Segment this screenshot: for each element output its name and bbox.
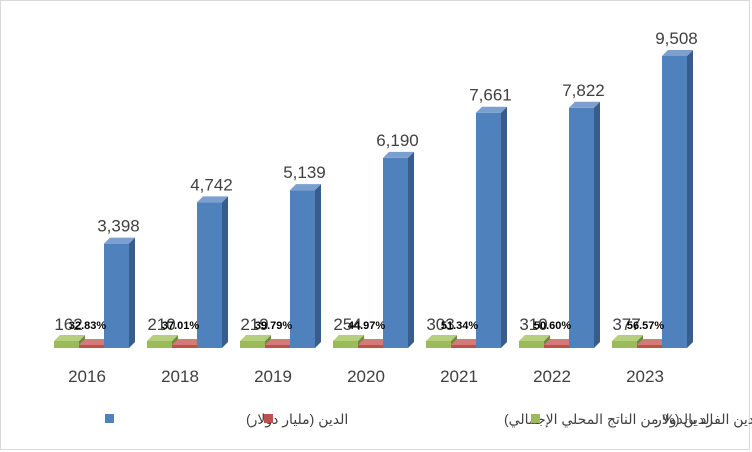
bar-debt-billion-2016	[104, 237, 135, 348]
legend-item-debt-billion: الدين (مليار دولار)	[105, 411, 348, 428]
category-label: 2019	[254, 367, 292, 386]
data-label-debt-gdp-pct: 44.97%	[348, 320, 386, 332]
legend-label: الدين (% من الناتج المحلي الإجمالي)	[504, 411, 713, 428]
category-label: 2022	[533, 367, 571, 386]
data-label-debt-gdp-pct: 32.83%	[69, 320, 107, 332]
data-label-per-capita: 377	[612, 315, 640, 334]
legend: الدين (مليار دولار) الدين (% من الناتج ال…	[105, 411, 752, 428]
category-label: 2018	[161, 367, 199, 386]
bar-debt-billion-2018	[197, 196, 228, 348]
legend-item-per-capita: دين الفرد بالدولار	[531, 411, 752, 428]
data-label-debt-gdp-pct: 51.34%	[441, 320, 479, 332]
legend-label: الدين (مليار دولار)	[246, 411, 348, 428]
category-label: 2016	[68, 367, 106, 386]
data-label-per-capita: 162	[54, 315, 82, 334]
category-label: 2020	[347, 367, 385, 386]
data-label-debt-billion: 9,508	[655, 29, 698, 48]
legend-swatch	[105, 414, 114, 423]
legend-swatch	[264, 414, 273, 423]
bar-debt-billion-2022	[569, 101, 600, 348]
data-label-debt-gdp-pct: 37.01%	[162, 320, 200, 332]
data-label-per-capita: 303	[426, 315, 454, 334]
data-label-debt-billion: 5,139	[283, 163, 326, 182]
bar-debt-billion-2023	[662, 50, 693, 348]
category-label: 2023	[626, 367, 664, 386]
legend-item-debt-gdp-pct: الدين (% من الناتج المحلي الإجمالي)	[264, 411, 713, 428]
data-label-debt-gdp-pct: 39.79%	[255, 320, 293, 332]
data-label-per-capita: 210	[147, 315, 175, 334]
data-label-debt-gdp-pct: 50.60%	[534, 320, 572, 332]
legend-swatch	[531, 414, 540, 423]
data-label-debt-billion: 6,190	[376, 131, 419, 150]
bars-layer	[54, 50, 693, 349]
bar-debt-billion-2020	[383, 151, 414, 348]
data-label-per-capita: 310	[519, 315, 547, 334]
data-label-debt-billion: 3,398	[97, 217, 140, 236]
data-label-debt-billion: 7,822	[562, 81, 605, 100]
bar-debt-billion-2021	[476, 106, 507, 349]
category-axis: 2016 2018 2019 2020 2021 2022 2023	[68, 367, 664, 386]
data-label-debt-billion: 4,742	[190, 175, 233, 194]
category-label: 2021	[440, 367, 478, 386]
legend-label: دين الفرد بالدولار	[654, 411, 752, 428]
data-label-per-capita: 219	[240, 315, 268, 334]
data-label-debt-gdp-pct: 56.57%	[627, 320, 665, 332]
data-label-debt-billion: 7,661	[469, 86, 512, 105]
data-label-per-capita: 254	[333, 315, 361, 334]
bar-debt-billion-2019	[290, 184, 321, 348]
